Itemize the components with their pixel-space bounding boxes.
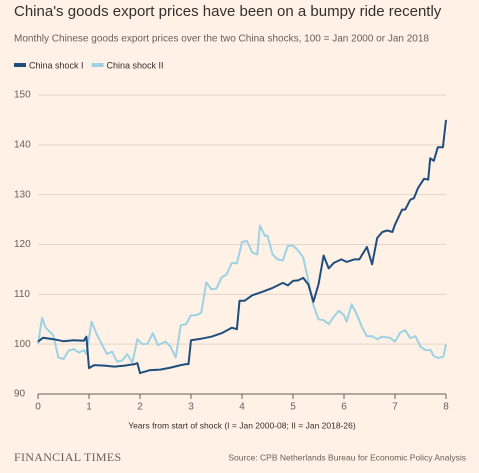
y-tick-label: 100 — [14, 339, 31, 350]
x-tick-label: 5 — [290, 402, 296, 413]
x-axis-label: Years from start of shock (I = Jan 2000-… — [128, 420, 356, 430]
chart-subtitle: Monthly Chinese goods export prices over… — [14, 34, 429, 45]
y-tick-label: 150 — [14, 90, 31, 101]
series-line — [37, 224, 447, 364]
y-tick-label: 90 — [14, 389, 26, 400]
x-tick-label: 7 — [392, 402, 398, 413]
x-tick-label: 6 — [341, 402, 347, 413]
x-tick-label: 8 — [443, 402, 449, 413]
legend-swatch — [14, 63, 26, 67]
y-tick-label: 120 — [14, 239, 31, 250]
x-tick-label: 4 — [239, 402, 245, 413]
y-tick-label: 110 — [14, 289, 30, 300]
legend-swatch — [91, 63, 104, 67]
x-tick-label: 2 — [137, 402, 143, 413]
y-tick-label: 140 — [14, 139, 31, 150]
source: Source: CPB Netherlands Bureau for Econo… — [228, 452, 466, 462]
x-tick-label: 3 — [188, 402, 194, 413]
legend-label: China shock I — [29, 60, 84, 70]
brand: FINANCIAL TIMES — [14, 450, 122, 464]
legend-label: China shock II — [107, 60, 164, 70]
series-line — [37, 119, 447, 375]
x-tick-label: 1 — [86, 402, 92, 413]
chart-title: China's goods export prices have been on… — [14, 3, 442, 20]
x-tick-label: 0 — [35, 402, 41, 413]
y-tick-label: 130 — [14, 189, 31, 200]
